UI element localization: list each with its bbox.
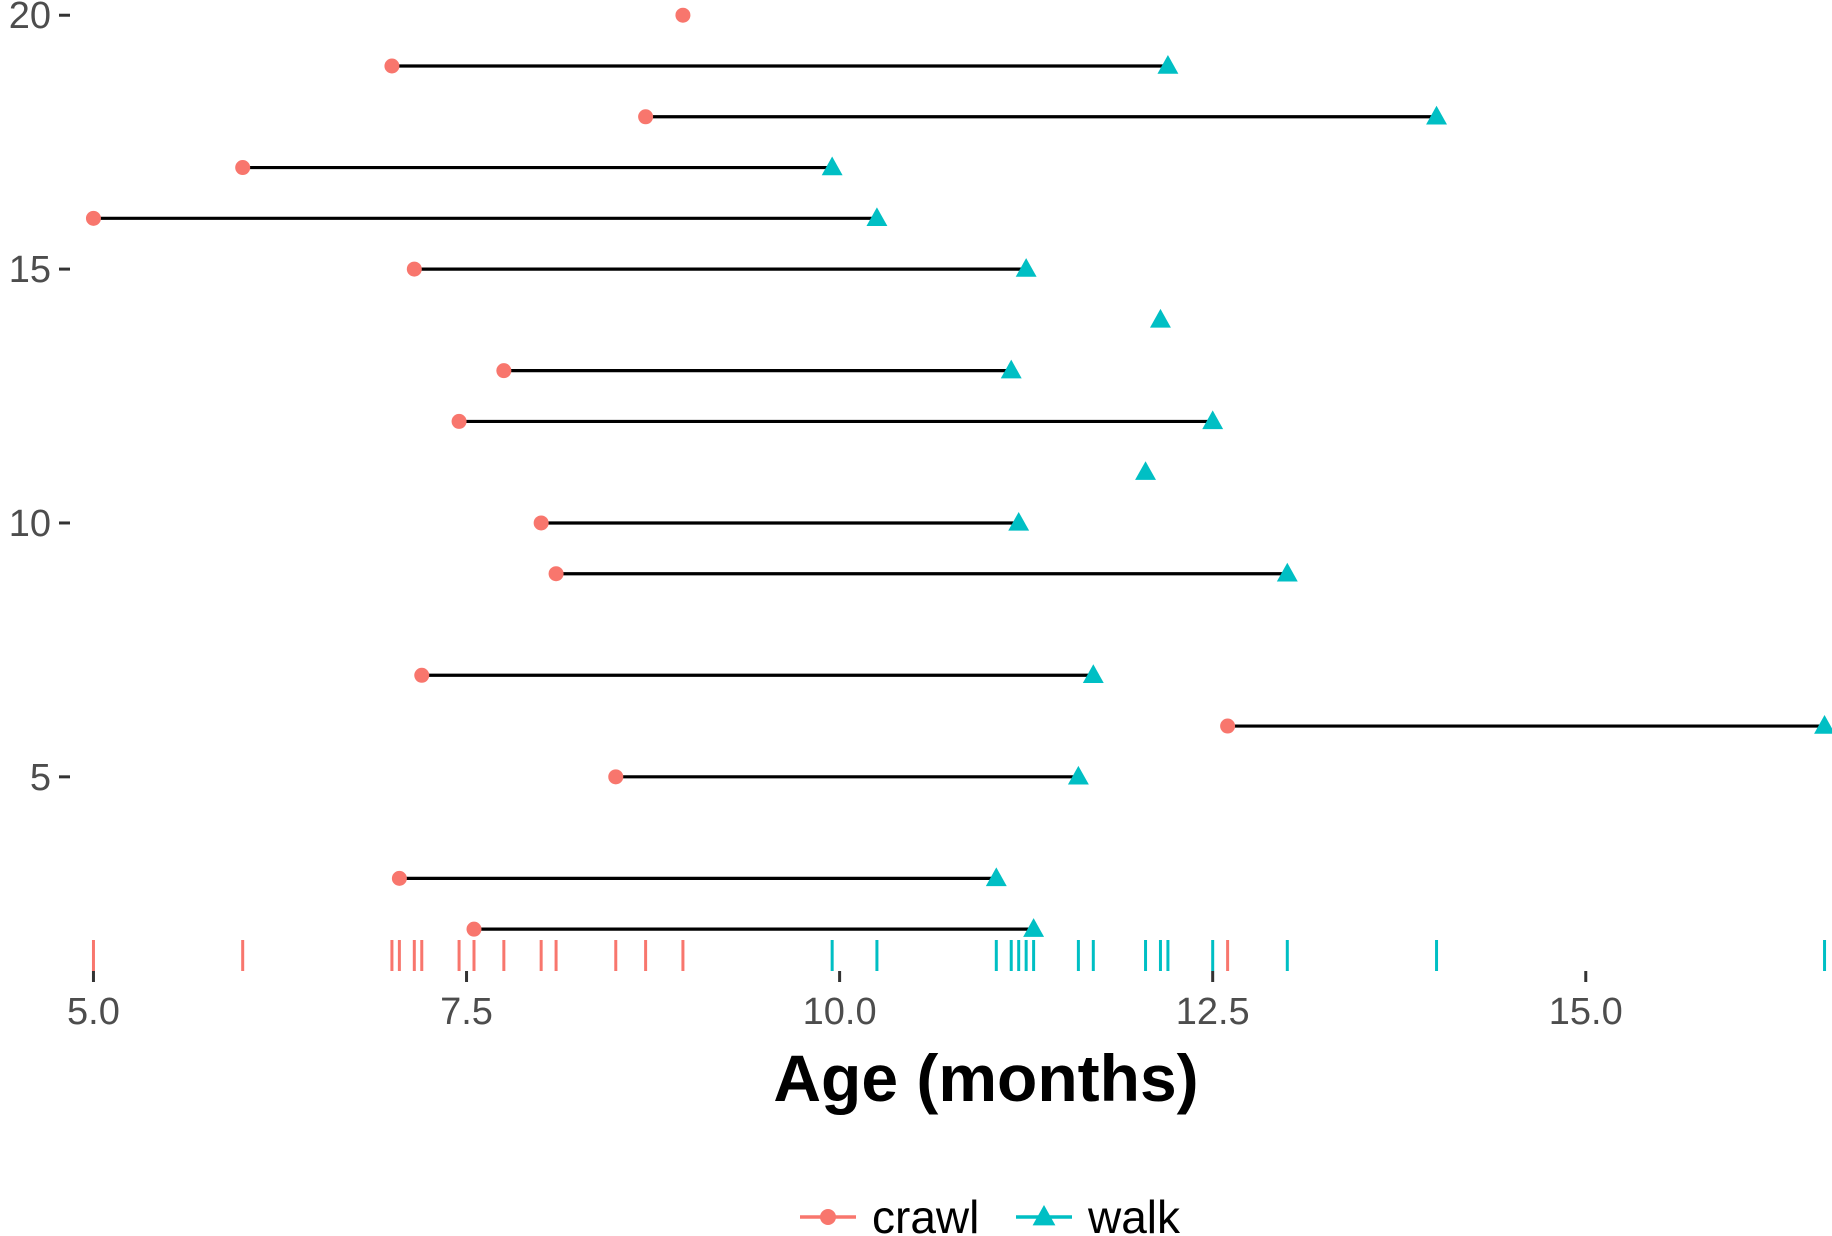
legend-key-crawl xyxy=(800,1209,856,1225)
walk-point-3 xyxy=(985,867,1007,887)
legend-label-walk: walk xyxy=(1087,1191,1181,1236)
crawl-point-18 xyxy=(638,109,654,125)
walk-point-13 xyxy=(1000,359,1022,379)
x-axis-title: Age (months) xyxy=(773,1041,1198,1115)
x-tick-label-12.5: 12.5 xyxy=(1176,991,1250,1033)
crawl-point-6 xyxy=(1220,718,1236,734)
legend-label-crawl: crawl xyxy=(872,1191,979,1236)
crawl-point-5 xyxy=(608,769,624,785)
walk-point-10 xyxy=(1008,511,1030,531)
crawl-point-19 xyxy=(384,58,400,74)
x-tick-label-7.5: 7.5 xyxy=(440,991,493,1033)
crawl-point-15 xyxy=(406,261,422,277)
walk-point-14 xyxy=(1150,308,1171,328)
crawl-point-20 xyxy=(675,7,691,23)
crawl-point-16 xyxy=(85,210,101,226)
y-tick-label-20: 20 xyxy=(9,0,51,37)
walk-point-9 xyxy=(1276,562,1298,582)
walk-point-5 xyxy=(1067,765,1089,785)
walk-point-15 xyxy=(1015,258,1037,277)
y-axis: 5 10 15 20 xyxy=(9,0,70,799)
walk-point-16 xyxy=(866,207,888,227)
segments-layer xyxy=(93,64,1825,931)
x-tick-label-5: 5.0 xyxy=(67,991,120,1033)
crawl-point-10 xyxy=(533,515,549,531)
x-tick-label-15: 15.0 xyxy=(1549,991,1623,1033)
walk-point-12 xyxy=(1202,410,1224,430)
walk-point-11 xyxy=(1135,461,1156,480)
walk-point-17 xyxy=(821,156,843,176)
crawl-point-7 xyxy=(414,667,430,683)
legend: crawl walk xyxy=(800,1191,1181,1236)
x-axis: 5.0 7.5 10.0 12.5 15.0 xyxy=(67,971,1623,1033)
crawl-point-17 xyxy=(235,160,251,176)
crawl-point-3 xyxy=(391,870,407,886)
y-tick-label-15: 15 xyxy=(9,249,51,291)
y-tick-label-10: 10 xyxy=(9,503,51,545)
legend-key-walk xyxy=(1016,1205,1072,1226)
crawl-point-13 xyxy=(496,363,512,379)
crawl-point-12 xyxy=(451,413,467,429)
markers-layer xyxy=(85,7,1832,937)
walk-point-18 xyxy=(1426,105,1447,125)
rug-layer xyxy=(91,940,1827,971)
x-tick-label-10: 10.0 xyxy=(803,991,877,1033)
walk-point-19 xyxy=(1157,55,1179,74)
walk-point-7 xyxy=(1082,664,1104,683)
walk-point-2 xyxy=(1023,918,1045,937)
crawl-point-9 xyxy=(548,566,564,582)
walk-point-6 xyxy=(1814,715,1832,734)
crawl-point-2 xyxy=(466,921,482,937)
y-tick-label-5: 5 xyxy=(30,757,51,799)
